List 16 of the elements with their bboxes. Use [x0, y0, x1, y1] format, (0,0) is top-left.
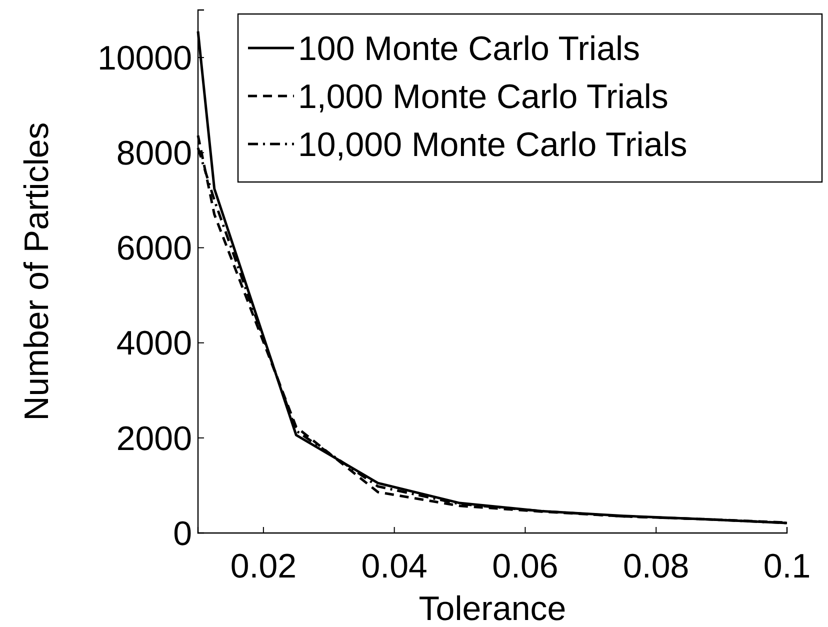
y-tick-label: 0	[173, 514, 192, 553]
y-tick-label: 2000	[116, 420, 192, 458]
legend-label: 100 Monte Carlo Trials	[298, 30, 640, 68]
y-tick-label: 4000	[116, 324, 192, 363]
x-tick-label: 0.1	[763, 548, 811, 586]
x-tick-label: 0.02	[230, 548, 297, 586]
y-tick-label: 10000	[97, 39, 192, 78]
y-tick-label: 6000	[116, 230, 192, 268]
x-tick-label: 0.08	[623, 548, 690, 586]
x-tick-label: 0.06	[492, 548, 558, 586]
legend-label: 10,000 Monte Carlo Trials	[298, 126, 688, 164]
y-tick-label: 8000	[116, 134, 192, 173]
y-axis-title: Number of Particles	[18, 122, 56, 421]
legend-label: 1,000 Monte Carlo Trials	[298, 78, 668, 116]
x-axis-title: Tolerance	[418, 590, 566, 627]
x-tick-label: 0.04	[361, 548, 428, 586]
